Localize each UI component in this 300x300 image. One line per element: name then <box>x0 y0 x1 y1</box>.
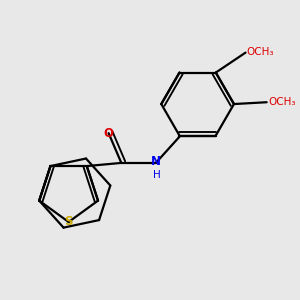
Text: OCH₃: OCH₃ <box>268 97 295 107</box>
Text: N: N <box>151 155 161 168</box>
Text: O: O <box>103 127 114 140</box>
Text: S: S <box>64 215 73 229</box>
Text: H: H <box>153 170 161 180</box>
Text: OCH₃: OCH₃ <box>247 47 274 57</box>
